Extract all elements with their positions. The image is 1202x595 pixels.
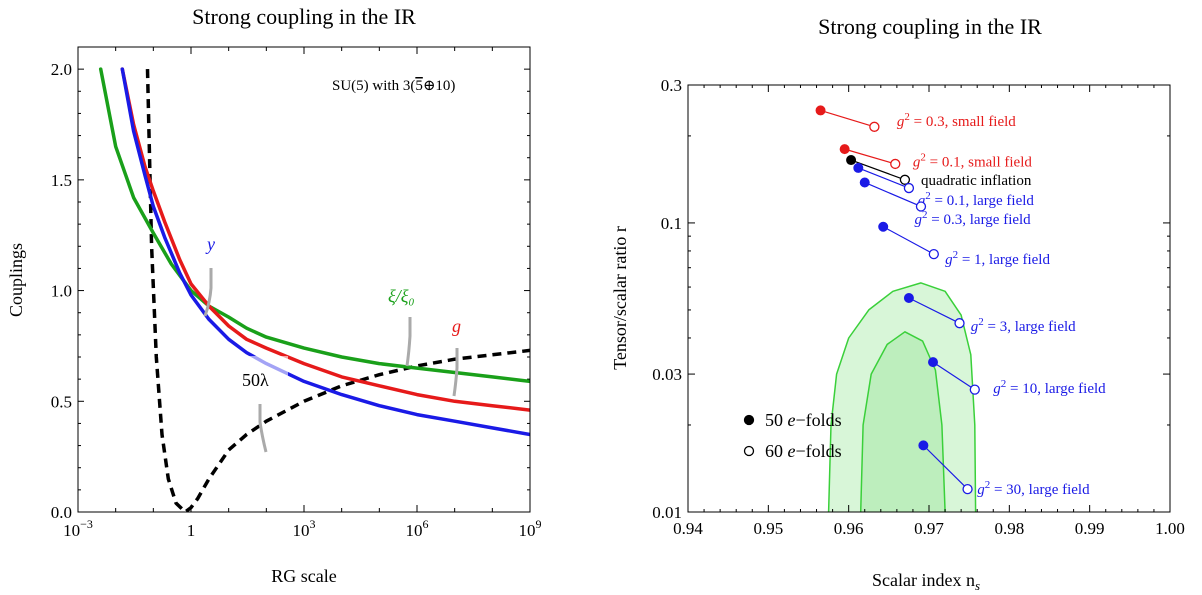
- point-50-efolds: [918, 440, 929, 451]
- point-connector: [820, 109, 875, 128]
- right-x-tick-label: 0.97: [914, 519, 944, 538]
- point-60-efolds: [954, 318, 965, 329]
- xi-leader-line: [405, 317, 412, 367]
- left-series-line: [120, 67, 530, 437]
- point-60-efolds: [890, 158, 901, 170]
- point-label: g2 = 30, large field: [977, 479, 1090, 498]
- point-50-efolds: [859, 177, 870, 188]
- confidence-contour: [859, 331, 946, 512]
- point-50-efolds: [853, 162, 864, 173]
- left-x-tick-label: 109: [519, 517, 542, 540]
- g-series-label: g: [452, 316, 461, 336]
- point-connector: [844, 148, 896, 165]
- right-points: g2 = 0.3, small field g2 = 0.1, small fie…: [815, 105, 1106, 498]
- right-y-tick-label: 0.01: [652, 503, 682, 522]
- left-y-axis-label: Couplings: [6, 243, 26, 317]
- lambda-leader-line: [258, 404, 268, 453]
- right-x-tick-label: 0.94: [673, 519, 703, 538]
- left-y-tick-label: 2.0: [51, 60, 72, 79]
- legend-label: 60 e−folds: [765, 441, 842, 461]
- left-x-tick-label: 106: [406, 517, 429, 540]
- y-series-label: y: [205, 234, 215, 254]
- legend-open-marker: [743, 445, 755, 457]
- right-x-tick-label: 0.96: [834, 519, 864, 538]
- point-label: g2 = 0.3, small field: [897, 111, 1016, 130]
- left-annotations: y g ξ/ξ₀ 50λ SU(5) with 3(5⊕10): [203, 78, 461, 453]
- point-60-efolds: [903, 182, 915, 194]
- left-series-group: [98, 67, 530, 512]
- left-y-tick-label: 1.0: [51, 282, 72, 301]
- left-x-axis-label: RG scale: [271, 566, 336, 586]
- point-label: g2 = 0.1, small field: [913, 152, 1032, 171]
- right-contours: [827, 282, 977, 512]
- right-x-tick-label: 0.98: [994, 519, 1024, 538]
- legend-filled-marker: [743, 414, 755, 426]
- model-label: SU(5) with 3(5⊕10): [332, 78, 455, 94]
- legend-label: 50 e−folds: [765, 410, 842, 430]
- right-chart: Strong coupling in the IR Scalar index n…: [610, 14, 1185, 593]
- point-60-efolds: [928, 248, 939, 260]
- right-y-tick-label: 0.1: [661, 214, 682, 233]
- point-label: g2 = 1, large field: [945, 249, 1050, 268]
- point-label: g2 = 10, large field: [993, 378, 1106, 397]
- point-50-efolds: [815, 105, 826, 116]
- xi-series-label: ξ/ξ₀: [388, 286, 415, 306]
- point-50-efolds: [839, 144, 850, 155]
- point-connector: [864, 181, 922, 208]
- left-chart: Strong coupling in the IR Couplings RG s…: [6, 4, 542, 586]
- right-y-tick-label: 0.3: [661, 76, 682, 95]
- point-60-efolds: [899, 174, 911, 185]
- right-x-axis-label: Scalar index ns: [872, 570, 980, 593]
- point-label: quadratic inflation: [921, 173, 1032, 189]
- point-connector: [908, 297, 960, 324]
- g-leader-line: [452, 348, 459, 397]
- point-60-efolds: [915, 201, 927, 212]
- right-legend: 50 e−folds 60 e−folds: [743, 410, 842, 461]
- left-series-line: [120, 67, 530, 412]
- right-x-tick-label: 1.00: [1155, 519, 1185, 538]
- left-x-tick-label: 10−3: [63, 517, 93, 540]
- point-connector: [932, 361, 976, 391]
- right-x-tick-label: 0.95: [753, 519, 783, 538]
- point-50-efolds: [878, 221, 889, 232]
- point-60-efolds: [962, 483, 973, 495]
- left-y-tick-label: 0.0: [51, 503, 72, 522]
- y-leader-line: [203, 268, 213, 317]
- point-50-efolds: [928, 357, 939, 368]
- left-chart-title: Strong coupling in the IR: [192, 4, 416, 29]
- right-y-axis-label: Tensor/scalar ratio r: [610, 226, 630, 370]
- point-connector: [922, 444, 968, 490]
- point-label: g2 = 0.3, large field: [915, 209, 1032, 228]
- point-connector: [882, 226, 935, 255]
- point-label: g2 = 3, large field: [971, 316, 1076, 335]
- left-x-tick-label: 1: [187, 521, 196, 540]
- right-y-tick-label: 0.03: [652, 365, 682, 384]
- right-plot-frame: [687, 84, 1171, 513]
- left-series-line: [145, 69, 530, 512]
- point-50-efolds: [903, 292, 914, 303]
- left-axis-ticks: 0.0 0.5 1.0 1.5 2.0 10−3 1 103 106 109: [51, 47, 542, 540]
- point-50-efolds: [846, 155, 857, 166]
- left-y-tick-label: 1.5: [51, 171, 72, 190]
- left-x-tick-label: 103: [293, 517, 316, 540]
- point-connector: [858, 167, 910, 189]
- lambda-series-label: 50λ: [242, 370, 269, 390]
- left-plot-frame: [77, 46, 531, 513]
- right-chart-title: Strong coupling in the IR: [818, 14, 1042, 39]
- point-60-efolds: [869, 121, 880, 132]
- lambda-label-backdrop: [234, 356, 288, 382]
- right-x-tick-label: 0.99: [1075, 519, 1105, 538]
- point-60-efolds: [969, 384, 980, 395]
- left-y-tick-label: 0.5: [51, 392, 72, 411]
- left-series-line: [98, 67, 530, 384]
- point-label: g2 = 0.1, large field: [918, 190, 1035, 209]
